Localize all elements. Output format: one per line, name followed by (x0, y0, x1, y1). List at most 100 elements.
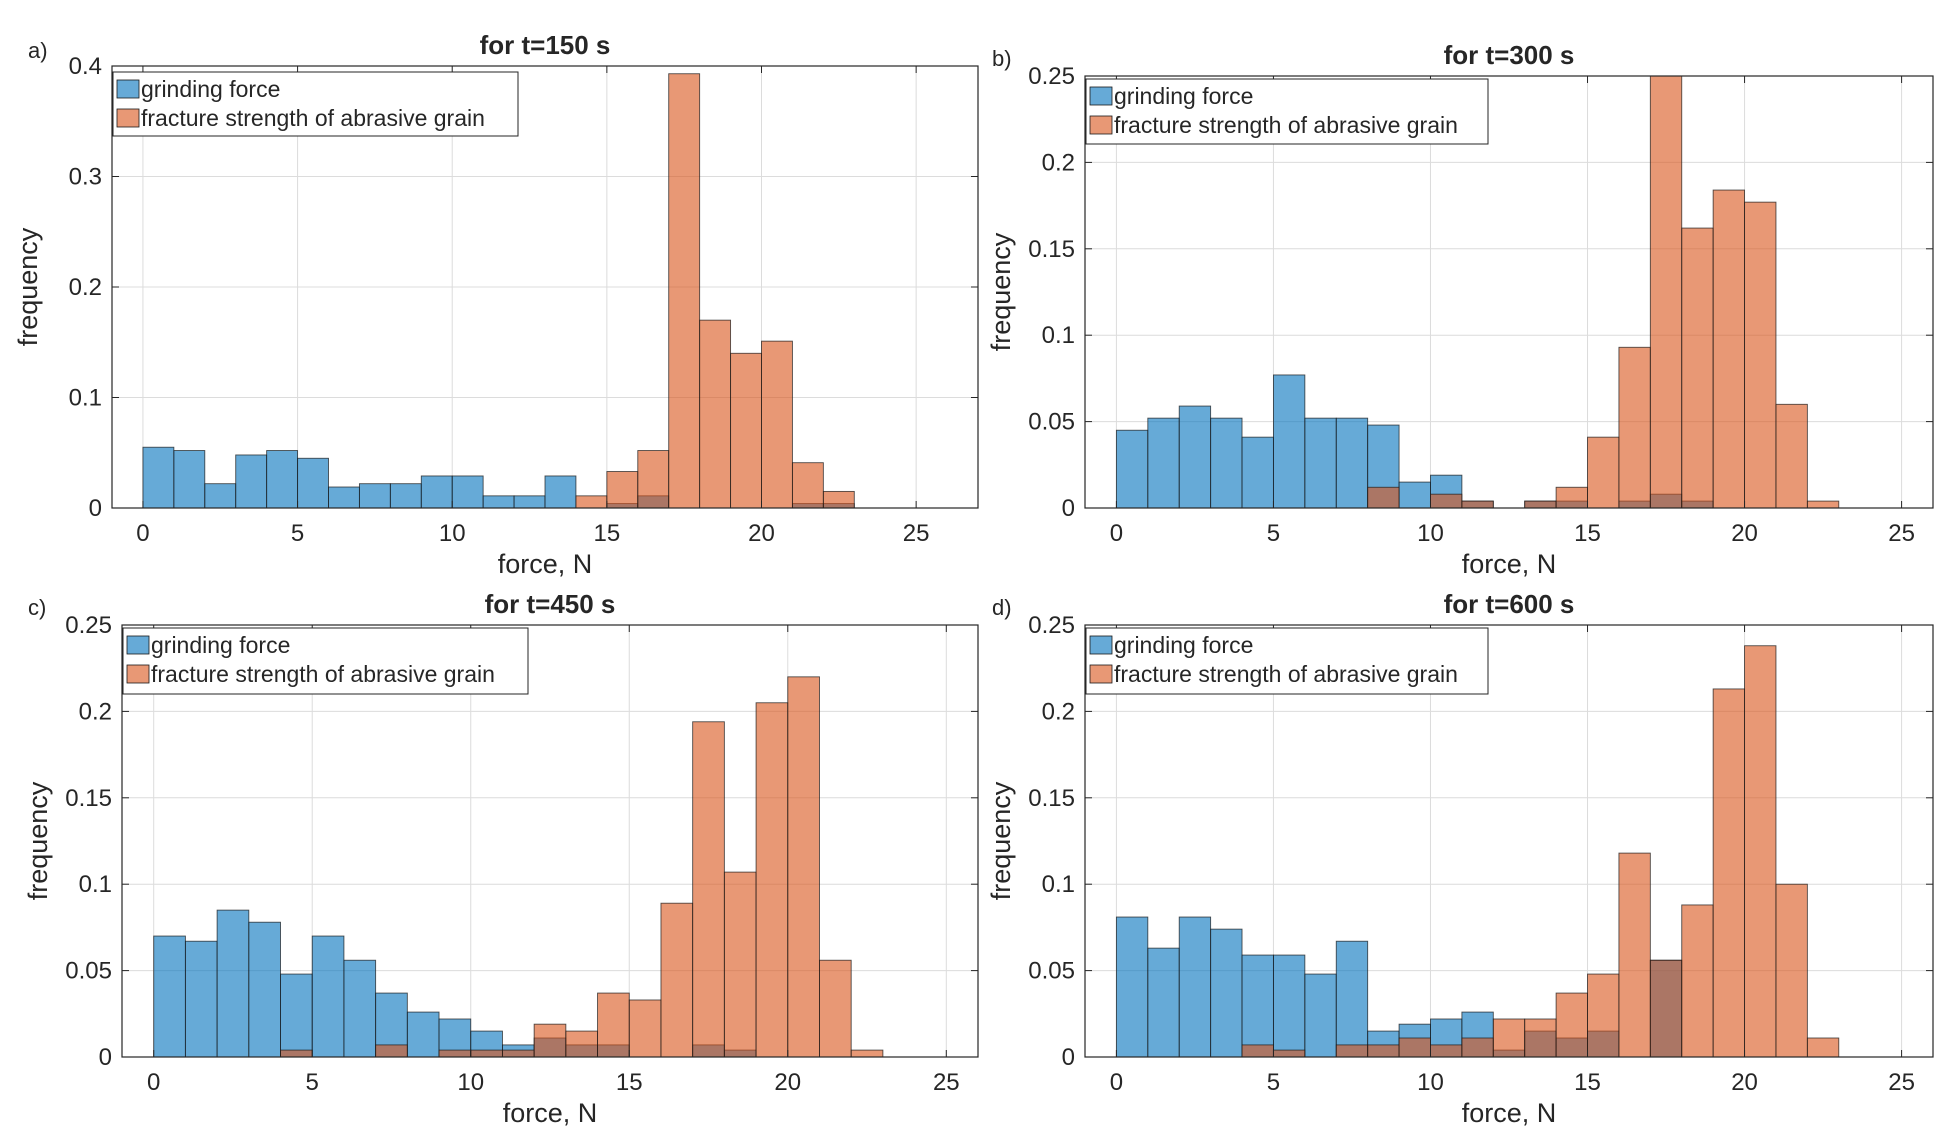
chart-title: for t=450 s (485, 589, 616, 619)
fracture-strength-bar (1775, 403, 1808, 509)
x-tick-label: 15 (594, 520, 621, 547)
fracture-strength-bar (575, 495, 608, 509)
fracture-strength-bar (1461, 500, 1494, 509)
fracture-strength-bar (850, 1049, 884, 1058)
fracture-strength-bar (1241, 1044, 1274, 1058)
fracture-strength-bar (1618, 346, 1651, 509)
x-tick-label: 10 (1417, 1069, 1444, 1096)
legend-box (112, 71, 519, 137)
grinding-force-bar (1115, 916, 1149, 1058)
fracture-strength-bar (438, 1049, 472, 1058)
grinding-force-bar (1147, 417, 1180, 509)
fracture-strength-bar (1587, 436, 1620, 509)
grinding-force-bar (544, 475, 577, 509)
fracture-strength-bar (660, 902, 694, 1058)
fracture-strength-bar (565, 1030, 599, 1058)
fracture-strength-bar (501, 1049, 535, 1058)
grinding-force-bar (513, 495, 546, 509)
y-tick-label: 0.1 (1042, 871, 1075, 898)
legend-label: fracture strength of abrasive grain (151, 661, 495, 687)
y-tick-label: 0.2 (69, 274, 102, 301)
y-axis-label: frequency (986, 232, 1016, 351)
fracture-strength-bar (1775, 883, 1808, 1058)
x-tick-label: 5 (1267, 520, 1280, 547)
fracture-strength-bar (692, 721, 725, 1058)
fracture-strength-bar (822, 490, 855, 509)
fracture-strength-bar (1649, 75, 1683, 509)
y-tick-label: 0.25 (65, 612, 112, 639)
y-axis-label: frequency (986, 781, 1016, 900)
fracture-strength-bar (1272, 1049, 1306, 1058)
legend-label: fracture strength of abrasive grain (141, 105, 485, 131)
x-axis-label: force, N (1462, 549, 1557, 579)
fracture-strength-bar (761, 340, 793, 509)
y-tick-label: 0 (99, 1044, 112, 1071)
y-tick-label: 0.05 (1028, 958, 1075, 985)
panel-letter: d) (992, 595, 1012, 620)
grinding-force-bar (235, 454, 268, 509)
panel-letter: b) (992, 46, 1012, 71)
fracture-strength-bar (1367, 486, 1400, 509)
legend-swatch-grinding (1089, 86, 1113, 106)
grinding-force-bar (1241, 954, 1274, 1058)
x-tick-label: 0 (1110, 1069, 1123, 1096)
grinding-force-bar (1398, 481, 1431, 509)
x-tick-label: 25 (933, 1069, 960, 1096)
y-axis-label: frequency (23, 781, 53, 900)
x-tick-label: 10 (439, 520, 466, 547)
y-tick-label: 0.05 (1028, 409, 1075, 436)
fracture-strength-bar (730, 352, 762, 509)
grinding-force-bar (451, 475, 484, 509)
fracture-strength-bar (375, 1044, 408, 1058)
grinding-force-bar (248, 921, 281, 1058)
fracture-strength-bar (819, 959, 852, 1058)
chart-panel-4: 0 5 10 15 20 25 0 0.05 0.1 0.15 0.2 0.25 for t=600 s… (986, 589, 1934, 1128)
fracture-strength-bar (637, 450, 670, 509)
x-tick-label: 20 (748, 520, 775, 547)
chart-title: for t=600 s (1444, 589, 1575, 619)
x-tick-label: 25 (1888, 1069, 1915, 1096)
fracture-strength-bar (1744, 645, 1777, 1058)
legend-swatch-grinding (116, 79, 140, 99)
y-tick-label: 0 (89, 495, 102, 522)
chart-panel-2: 0 5 10 15 20 25 0 0.05 0.1 0.15 0.2 0.25 for t=300 s… (986, 40, 1934, 579)
y-tick-label: 0.15 (1028, 236, 1075, 263)
chart-title: for t=300 s (1444, 40, 1575, 70)
y-tick-label: 0 (1062, 495, 1075, 522)
legend-label: fracture strength of abrasive grain (1114, 661, 1458, 687)
fracture-strength-bar (791, 462, 824, 509)
y-tick-label: 0.3 (69, 164, 102, 191)
fracture-strength-bar (1524, 500, 1557, 509)
y-tick-label: 0.15 (1028, 785, 1075, 812)
fracture-strength-bar (1492, 1018, 1526, 1058)
y-tick-label: 0.1 (69, 385, 102, 412)
grinding-force-bar (482, 495, 515, 509)
x-tick-label: 20 (1731, 520, 1758, 547)
legend-swatch-fracture (126, 664, 150, 684)
legend-swatch-fracture (1089, 664, 1113, 684)
y-tick-label: 0.05 (65, 958, 112, 985)
axes-frame (1084, 75, 1934, 509)
fracture-strength-bar (597, 992, 630, 1058)
chart-panel-3: 0 5 10 15 20 25 0 0.05 0.1 0.15 0.2 0.25 for t=450 s… (23, 589, 979, 1128)
legend-swatch-grinding (126, 635, 150, 655)
x-tick-label: 0 (136, 520, 149, 547)
fracture-strength-bar (1335, 1044, 1369, 1058)
grinding-force-bar (142, 446, 175, 509)
y-tick-label: 0.2 (1042, 149, 1075, 176)
fracture-strength-bar (1430, 493, 1463, 509)
x-tick-label: 15 (616, 1069, 643, 1096)
x-axis-label: force, N (1462, 1098, 1557, 1128)
x-tick-label: 25 (1888, 520, 1915, 547)
fracture-strength-bar (533, 1023, 567, 1058)
x-tick-label: 15 (1574, 520, 1601, 547)
grinding-force-bar (280, 973, 313, 1058)
x-tick-label: 0 (147, 1069, 160, 1096)
fracture-strength-bar (1555, 486, 1588, 509)
chart-panel-1: 0 5 10 15 20 25 0 0.1 0.2 0.3 0.4 for t=150 s force,… (13, 30, 979, 579)
x-tick-label: 20 (1731, 1069, 1758, 1096)
grinding-force-bar (343, 959, 377, 1058)
grinding-force-bar (1241, 436, 1274, 509)
x-tick-label: 10 (457, 1069, 484, 1096)
grinding-force-bar (1335, 417, 1369, 509)
